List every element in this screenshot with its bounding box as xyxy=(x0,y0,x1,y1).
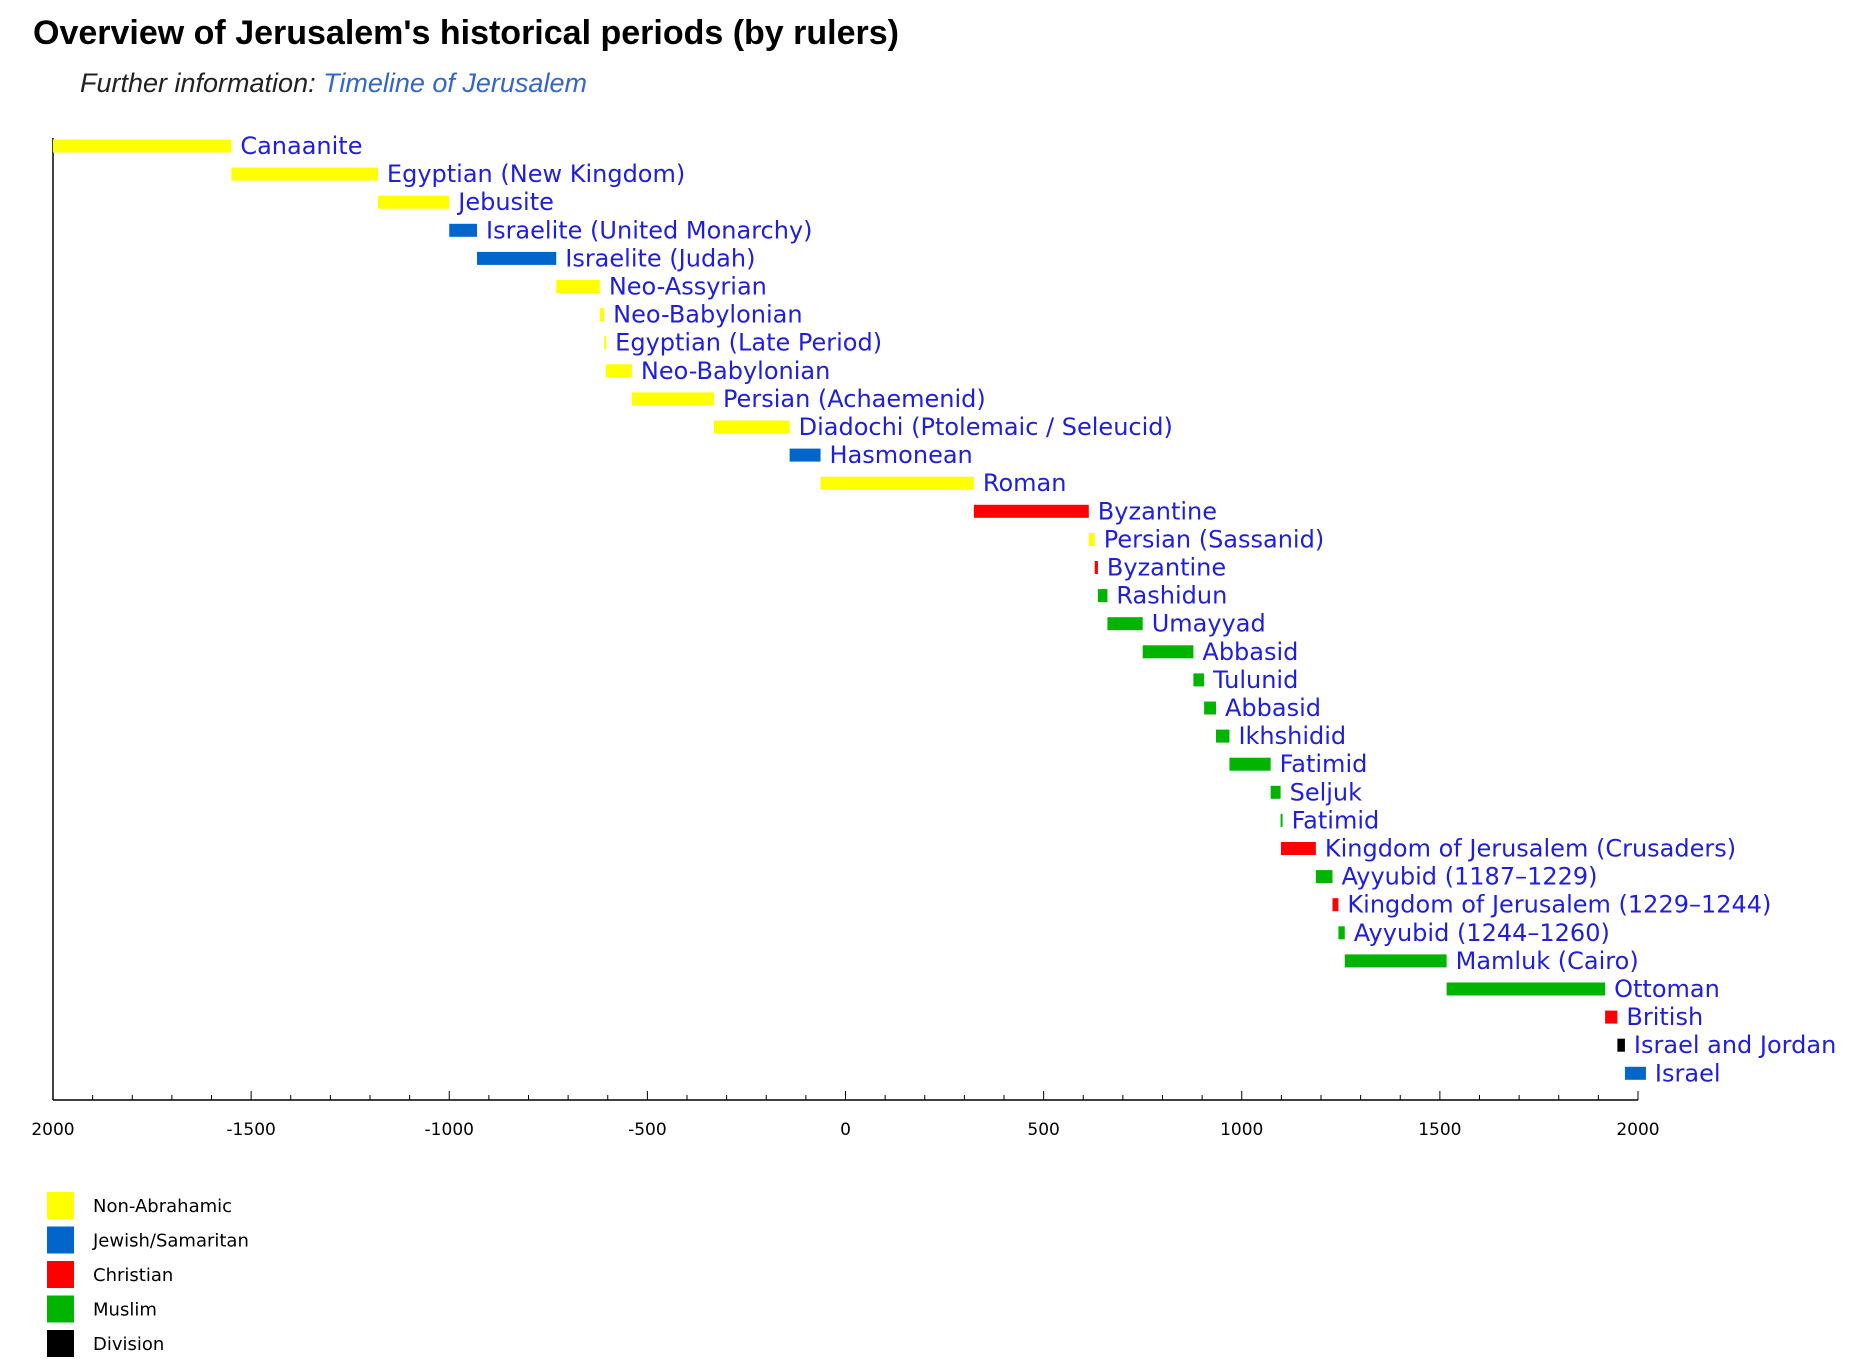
x-tick-label: -500 xyxy=(628,1120,667,1140)
period-bar xyxy=(1204,701,1216,715)
further-information: Further information: Timeline of Jerusal… xyxy=(80,68,587,99)
period-bar xyxy=(1270,785,1281,799)
period-bar xyxy=(1280,813,1283,827)
period-label: Rashidun xyxy=(1116,582,1227,610)
period-bar xyxy=(1280,842,1316,855)
period-bar xyxy=(1617,1038,1625,1052)
period-label: Canaanite xyxy=(240,132,362,160)
period-label: Seljuk xyxy=(1290,778,1363,806)
period-label: Kingdom of Jerusalem (1229–1244) xyxy=(1347,891,1771,919)
period-label: Israelite (United Monarchy) xyxy=(486,216,813,244)
period-bar xyxy=(476,251,557,265)
period-label: Jebusite xyxy=(456,188,554,216)
page-title: Overview of Jerusalem's historical perio… xyxy=(33,14,899,52)
period-bar xyxy=(1624,1066,1646,1080)
period-bar xyxy=(53,139,232,153)
period-bar xyxy=(1097,589,1108,603)
period-bar xyxy=(556,280,600,293)
x-tick-label: 1000 xyxy=(1220,1120,1263,1140)
period-bar xyxy=(1094,561,1098,574)
x-tick-label: 500 xyxy=(1027,1120,1059,1140)
period-bar xyxy=(1088,532,1095,546)
period-bars xyxy=(53,139,1646,1080)
period-label: Byzantine xyxy=(1098,497,1217,525)
x-tick-label: -1500 xyxy=(226,1120,275,1140)
period-bar xyxy=(1344,954,1447,968)
period-bar xyxy=(1605,1010,1618,1024)
period-bar xyxy=(631,392,714,406)
period-bar xyxy=(1107,617,1143,631)
period-bar xyxy=(377,195,450,209)
period-label: Fatimid xyxy=(1280,750,1368,778)
period-bar xyxy=(605,364,632,378)
chart-axes: 2000 -1500 -1000 -500 0 500 1000 1500 2000 xyxy=(31,138,1660,1140)
legend-swatch xyxy=(47,1226,74,1254)
x-tick-label: 2000 xyxy=(31,1120,74,1140)
x-tick-label: 1500 xyxy=(1418,1120,1461,1140)
period-bar xyxy=(820,476,974,490)
period-bar xyxy=(449,223,477,237)
period-label: Ayyubid (1187–1229) xyxy=(1341,863,1597,891)
legend-label: Division xyxy=(93,1334,164,1355)
legend-label: Jewish/Samaritan xyxy=(92,1231,249,1252)
period-bar xyxy=(231,167,378,181)
period-bar xyxy=(973,504,1089,518)
period-bar xyxy=(1215,729,1230,743)
period-bar xyxy=(713,420,790,434)
period-label: Mamluk (Cairo) xyxy=(1456,947,1639,975)
period-label: Byzantine xyxy=(1107,554,1226,582)
period-label: Umayyad xyxy=(1152,610,1266,638)
period-bar xyxy=(1229,757,1271,771)
period-bar xyxy=(1193,673,1205,687)
period-label: Neo-Babylonian xyxy=(641,357,830,385)
x-tick-label: 2000 xyxy=(1616,1120,1659,1140)
further-information-prefix: Further information: xyxy=(80,68,324,98)
period-label: Egyptian (New Kingdom) xyxy=(387,160,685,188)
period-label: Fatimid xyxy=(1292,806,1380,834)
x-tick-label: 0 xyxy=(840,1120,851,1140)
legend-swatch xyxy=(47,1192,74,1219)
period-label: Abbasid xyxy=(1225,694,1321,722)
period-label: Neo-Assyrian xyxy=(609,273,767,301)
period-label: Tulunid xyxy=(1212,666,1298,694)
period-label: Egyptian (Late Period) xyxy=(615,329,882,357)
period-label: Abbasid xyxy=(1202,638,1298,666)
period-bar xyxy=(1315,870,1333,884)
period-label: Israelite (Judah) xyxy=(565,244,755,272)
period-label: Ayyubid (1244–1260) xyxy=(1354,919,1610,947)
period-label: Israel xyxy=(1655,1059,1721,1087)
period-bar xyxy=(604,336,607,350)
period-label: Ikhshidid xyxy=(1238,722,1346,750)
period-label: Hasmonean xyxy=(830,441,973,469)
period-label: Persian (Sassanid) xyxy=(1104,525,1324,553)
legend-swatch xyxy=(47,1261,74,1288)
period-label: Persian (Achaemenid) xyxy=(723,385,986,413)
period-label: Roman xyxy=(983,469,1067,497)
legend-swatch xyxy=(47,1295,74,1323)
period-bar xyxy=(1332,898,1339,912)
period-bar xyxy=(789,448,821,462)
period-bar xyxy=(599,308,605,322)
timeline-of-jerusalem-link[interactable]: Timeline of Jerusalem xyxy=(323,68,587,98)
x-tick-label: -1000 xyxy=(425,1120,474,1140)
period-label: British xyxy=(1626,1003,1703,1031)
period-label: Ottoman xyxy=(1614,975,1720,1003)
period-bar xyxy=(1446,982,1606,996)
period-label: Diadochi (Ptolemaic / Seleucid) xyxy=(799,413,1173,441)
legend-label: Christian xyxy=(93,1265,173,1286)
legend-label: Non-Abrahamic xyxy=(93,1196,232,1217)
legend-swatch xyxy=(47,1330,74,1357)
period-label: Kingdom of Jerusalem (Crusaders) xyxy=(1325,835,1736,863)
chart-legend: Non-Abrahamic Jewish/Samaritan Christian Mu… xyxy=(47,1192,249,1357)
legend-label: Muslim xyxy=(93,1300,157,1321)
period-label: Neo-Babylonian xyxy=(613,301,802,329)
period-bar xyxy=(1142,645,1194,659)
period-label: Israel and Jordan xyxy=(1634,1031,1836,1059)
period-bar xyxy=(1338,926,1345,940)
